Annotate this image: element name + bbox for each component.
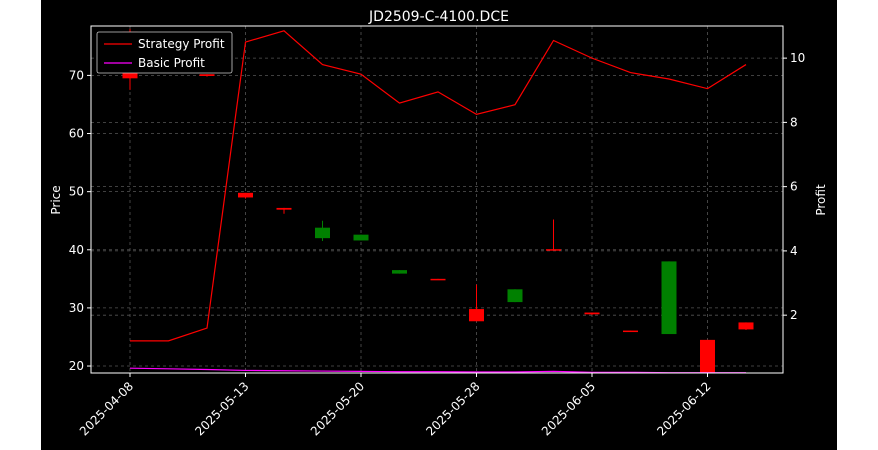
y-tick-label-left-3: 50 (69, 185, 84, 199)
candle-body-13 (623, 330, 638, 333)
candle-body-3 (238, 192, 253, 198)
candle-body-9 (469, 309, 484, 322)
y-axis-left-title: Price (49, 185, 63, 214)
y-tick-label-left-2: 40 (69, 243, 84, 257)
candle-body-14 (661, 261, 677, 335)
series-line-1 (129, 367, 746, 374)
y-axis-right-title: Profit (814, 184, 828, 216)
y-tick-label-right-3: 8 (790, 115, 798, 129)
candle-body-12 (584, 312, 600, 315)
y-tick-label-left-1: 30 (69, 301, 84, 315)
candle-body-4 (276, 207, 292, 210)
y-tick-label-left-5: 70 (69, 68, 84, 82)
y-tick-label-right-0: 2 (790, 308, 798, 322)
figure-background (41, 0, 837, 450)
legend-label-strategy-profit: Strategy Profit (138, 37, 225, 51)
y-tick-label-left-4: 60 (69, 127, 84, 141)
candle-body-10 (507, 289, 523, 303)
series-line-0 (130, 30, 747, 342)
y-tick-label-left-0: 20 (69, 359, 84, 373)
candle-body-2 (199, 74, 215, 76)
legend: Strategy Profit Basic Profit (96, 31, 233, 74)
plot-frame (90, 25, 784, 374)
candle-body-5 (315, 227, 330, 239)
candle-body-8 (430, 278, 446, 281)
y-tick-label-right-4: 10 (790, 51, 805, 65)
candle-body-11 (546, 249, 561, 251)
candle-body-15 (700, 339, 715, 373)
chart-title: JD2509-C-4100.DCE (368, 9, 509, 25)
candle-body-6 (353, 234, 369, 241)
candle-body-16 (738, 322, 754, 330)
legend-label-basic-profit: Basic Profit (138, 56, 205, 70)
y-tick-label-right-1: 4 (790, 244, 798, 258)
candle-body-7 (392, 270, 407, 274)
y-tick-label-right-2: 6 (790, 180, 798, 194)
line-layer (129, 30, 747, 374)
